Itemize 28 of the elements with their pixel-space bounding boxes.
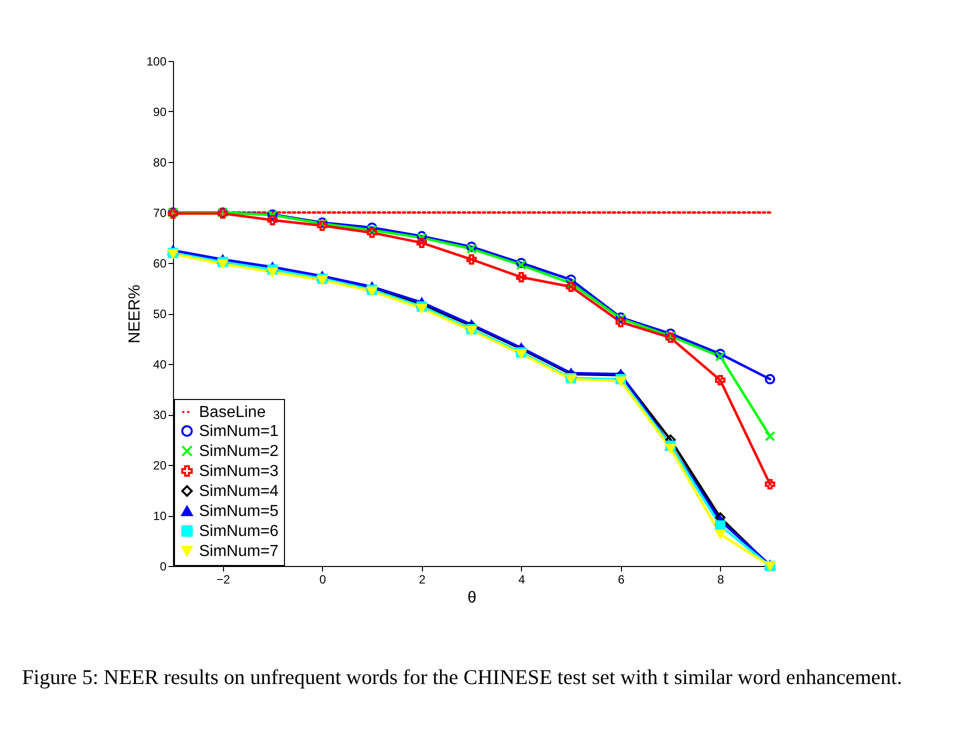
x-tick-label: 0 [319, 572, 326, 586]
y-axis-title: NEER% [126, 284, 144, 344]
legend-label: BaseLine [199, 404, 266, 421]
x-tick-label: 8 [717, 572, 724, 586]
y-tick-label: 10 [153, 509, 167, 523]
y-tick-label: 60 [153, 256, 167, 270]
x-tick-label: 2 [418, 572, 426, 586]
caption: Figure 5: NEER results on unfrequent words for the CHINESE test set with t similar word enhancement. [22, 664, 904, 691]
y-tick-label: 20 [153, 458, 167, 472]
y-tick-label: 50 [153, 307, 167, 321]
legend-label: SimNum=6 [199, 523, 279, 540]
y-tick-label: 80 [153, 156, 167, 170]
legend-label: SimNum=1 [199, 423, 279, 440]
legend-label: SimNum=3 [199, 463, 279, 480]
x-axis-title: θ [468, 590, 477, 606]
legend-label: SimNum=4 [199, 483, 279, 500]
x-tick-label: 4 [518, 572, 526, 586]
y-tick-label: 0 [160, 560, 167, 574]
y-tick-label: 30 [153, 408, 167, 422]
x-tick-label: 6 [618, 572, 625, 586]
legend-label: SimNum=7 [199, 543, 279, 560]
y-tick-label: 90 [153, 105, 167, 119]
y-tick-label: 100 [146, 54, 167, 68]
y-tick-label: 40 [153, 358, 167, 372]
x-tick-label: −2 [216, 572, 230, 586]
y-tick-label: 70 [153, 206, 167, 220]
legend-label: SimNum=2 [199, 443, 279, 460]
legend-label: SimNum=5 [199, 503, 279, 520]
